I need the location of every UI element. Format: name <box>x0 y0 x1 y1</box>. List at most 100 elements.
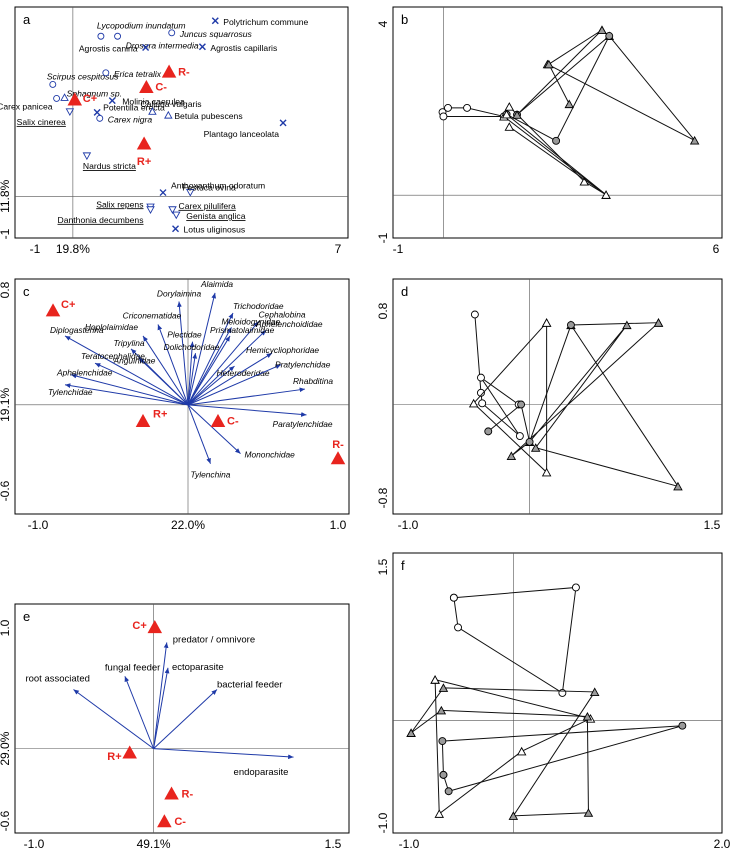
open-circle-marker <box>478 399 487 408</box>
species-label: Calluna vulgaris <box>140 99 201 109</box>
panel-c-frame <box>14 278 350 515</box>
panel-e-frame <box>14 603 350 834</box>
open-circle-marker <box>463 103 472 112</box>
treatment-marker <box>136 136 152 150</box>
vector-arrow <box>153 667 170 749</box>
trajectory-line <box>516 29 603 116</box>
grey-circle-marker <box>484 427 493 436</box>
treatment-label: R+ <box>107 751 121 763</box>
vector-arrow <box>187 353 198 405</box>
grey-circle-marker <box>438 737 447 746</box>
treatment-marker <box>161 64 177 78</box>
open-triangle-marker <box>601 190 611 199</box>
y-tick-label: 1.0 <box>0 619 12 636</box>
x-tick-label: -1.0 <box>28 518 49 532</box>
treatment-marker <box>210 413 226 427</box>
treatment-label: C+ <box>61 299 75 311</box>
vector-arrow <box>153 689 218 749</box>
open-triangle-marker <box>434 809 445 818</box>
treatment-label: C- <box>227 416 239 428</box>
panel-letter: c <box>23 284 30 299</box>
circle-marker <box>96 114 104 122</box>
vector-label: Paratylenchidae <box>273 419 333 429</box>
y-tick-label: 0.8 <box>0 281 12 298</box>
species-label: Festuca ovina <box>182 183 236 193</box>
vector-label: ectoparasite <box>172 662 224 673</box>
vector-arrow <box>138 357 189 406</box>
circle-marker <box>53 94 61 102</box>
vector-arrow <box>64 335 189 406</box>
panel-a: a -1 7 -1 19.8% 11.8% Polytrichum commune Lycop… <box>0 6 349 256</box>
grey-triangle-marker <box>583 808 594 817</box>
species-label: Betula pubescens <box>174 111 242 121</box>
y-tick-label: -1 <box>0 228 12 239</box>
species-label: Molinia caerulea <box>122 97 185 107</box>
grey-triangle-marker <box>564 99 575 109</box>
species-label: Carex nigra <box>108 114 153 124</box>
vector-label: Teratocephalidae <box>81 351 145 361</box>
treatment-label: C- <box>155 82 167 94</box>
panel-letter: a <box>23 12 31 27</box>
vector-label: Tylenchidae <box>48 387 93 397</box>
vector-arrow <box>94 362 189 406</box>
grey-triangle-marker <box>689 135 700 145</box>
grey-triangle-marker <box>589 687 600 696</box>
triangle-down-marker <box>168 206 177 214</box>
cross-marker <box>279 119 287 127</box>
vector-label: Dorylaimina <box>157 288 202 298</box>
species-label: Genista anglica <box>186 211 245 221</box>
species-label: Drosera intermedia <box>126 40 199 50</box>
species-label: Agrostis canina <box>79 44 138 54</box>
grey-triangle-marker <box>582 711 593 721</box>
trajectory-line <box>441 725 683 792</box>
vector-label: Trichodoridae <box>233 301 284 311</box>
treatment-marker <box>67 92 83 106</box>
vector-label: Criconematidae <box>123 310 182 320</box>
vector-label: Plectidae <box>167 330 202 340</box>
cross-marker <box>159 189 167 197</box>
vector-arrow <box>124 676 155 749</box>
vector-arrow <box>70 373 189 406</box>
vector-label: Anguinidae <box>113 355 156 365</box>
circle-marker <box>49 81 57 88</box>
grey-triangle-marker <box>622 320 632 330</box>
species-label: Salix repens <box>96 199 143 209</box>
cross-marker <box>142 44 150 52</box>
y-tick-label: 0.8 <box>376 302 390 319</box>
vector-label: Prismatolaimidae <box>210 325 275 335</box>
vector-arrow <box>73 689 154 750</box>
cross-marker <box>172 225 180 233</box>
cross-marker <box>93 108 101 116</box>
open-circle-marker <box>571 583 580 592</box>
vector-arrow <box>187 341 195 405</box>
open-circle-marker <box>477 373 485 382</box>
x-tick-label: -1.0 <box>398 518 419 532</box>
species-label: Polytrichum commune <box>223 17 308 27</box>
trajectory-line <box>487 324 572 444</box>
triangle-down-marker <box>146 206 155 214</box>
vector-arrow <box>153 642 169 749</box>
y-tick-label: -1 <box>376 232 390 243</box>
vector-arrow <box>187 404 307 417</box>
species-label: Danthonia decumbens <box>58 215 144 225</box>
panel-a-frame <box>14 6 349 239</box>
open-triangle-marker <box>468 398 479 408</box>
vector-label: Cephalobina <box>259 310 306 320</box>
trajectory-line <box>442 107 504 117</box>
trajectory-line <box>506 113 607 196</box>
vector-arrow <box>64 383 189 406</box>
open-triangle-marker <box>579 176 590 186</box>
vector-arrow <box>187 352 273 406</box>
species-label: Lotus uliginosus <box>184 225 246 235</box>
vector-label: bacterial feeder <box>217 680 282 691</box>
y-tick-label: -0.6 <box>0 810 12 831</box>
treatment-label: C+ <box>83 93 97 105</box>
trajectory-line <box>472 322 548 474</box>
circle-marker <box>114 32 122 40</box>
y-tick-label: -0.6 <box>0 480 12 501</box>
vector-label: Alaimida <box>200 279 233 289</box>
grey-triangle-marker <box>406 728 416 737</box>
open-triangle-marker <box>516 746 527 756</box>
treatment-marker <box>164 786 179 800</box>
vector-label: Aphelenchidae <box>56 368 113 378</box>
